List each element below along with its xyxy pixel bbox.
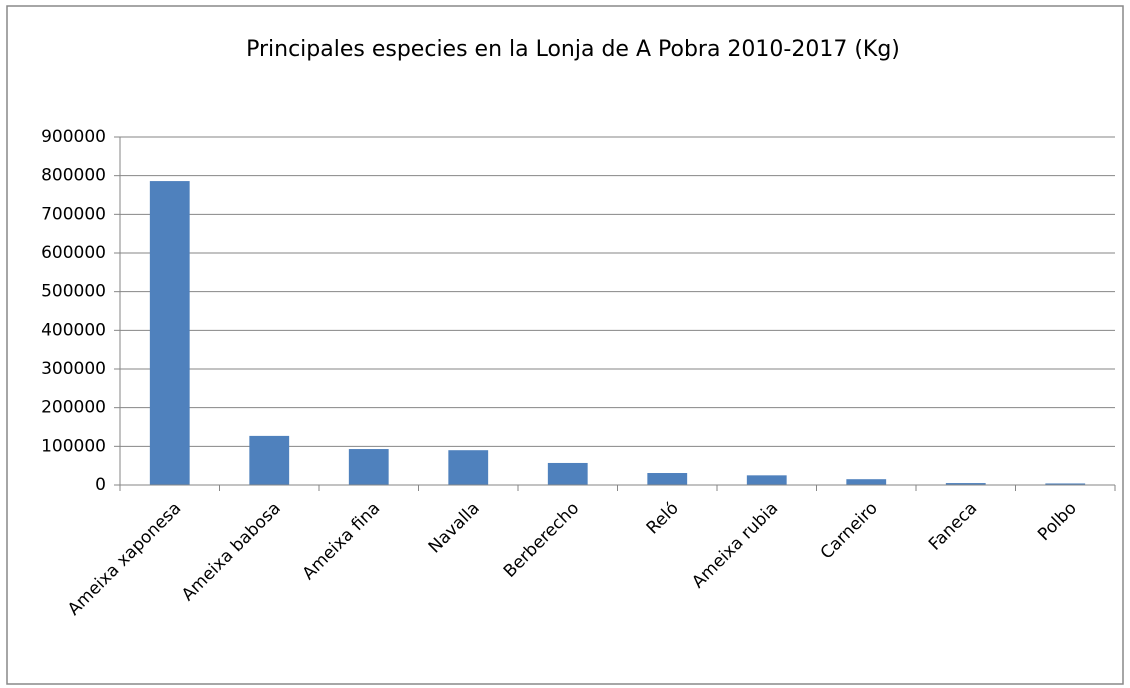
bar [945,483,986,485]
y-tick-label: 600000 [41,243,106,263]
y-tick-label: 700000 [41,204,106,224]
bar [249,435,290,485]
bar [547,462,588,485]
y-tick-label: 800000 [41,166,106,186]
bar [149,181,190,485]
bar [1045,483,1086,485]
y-tick-label: 900000 [41,127,106,147]
bar [846,479,887,485]
y-tick-label: 200000 [41,398,106,418]
y-tick-label: 0 [95,475,106,495]
bar [348,449,389,485]
chart-title: Principales especies en la Lonja de A Po… [246,37,900,62]
y-tick-label: 100000 [41,436,106,456]
y-tick-label: 400000 [41,320,106,340]
bar [746,475,787,485]
y-tick-label: 500000 [41,282,106,302]
chart-border [6,5,1124,685]
bar [647,473,688,485]
bar [448,450,489,485]
y-tick-label: 300000 [41,359,106,379]
